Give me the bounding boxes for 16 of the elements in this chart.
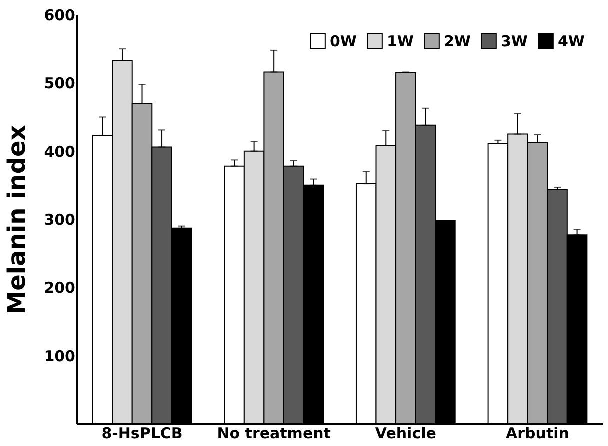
x-tick-label: No treatment (217, 424, 331, 442)
legend-label: 0W (330, 32, 358, 50)
legend-label: 3W (501, 32, 528, 50)
x-tick-label: Arbutin (506, 424, 570, 442)
y-axis-title: Melanin index (3, 124, 32, 315)
legend-label: 2W (444, 32, 472, 50)
legend-label: 4W (558, 32, 586, 50)
y-tick-label: 600 (44, 6, 76, 24)
x-tick-label: Vehicle (375, 424, 436, 442)
y-tick-label: 200 (44, 279, 76, 298)
y-tick-label: 500 (44, 74, 76, 93)
legend-label: 1W (387, 32, 414, 50)
x-tick-label: 8-HsPLCB (102, 424, 183, 442)
y-tick-label: 300 (44, 211, 76, 229)
y-tick-label: 400 (44, 142, 76, 161)
y-tick-label: 100 (44, 347, 76, 366)
